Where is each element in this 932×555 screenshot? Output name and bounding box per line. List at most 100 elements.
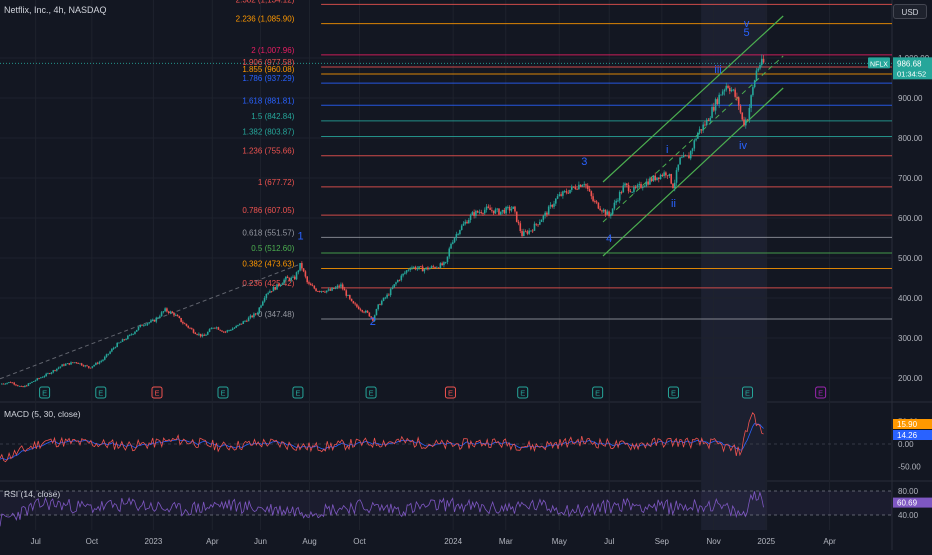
candle-body	[462, 223, 465, 226]
rsi-layer	[0, 490, 892, 527]
candle-body	[704, 124, 706, 126]
candle-body	[40, 377, 42, 379]
wave-label: ii	[671, 198, 676, 210]
candle-body	[379, 304, 381, 306]
rsi-label[interactable]: RSI (14, close)	[4, 489, 61, 499]
candle-body	[299, 263, 301, 271]
candle-body	[359, 309, 362, 311]
candle-body	[224, 331, 227, 333]
candle-body	[214, 327, 216, 329]
candle-body	[134, 331, 136, 334]
candle-body	[86, 365, 88, 367]
candle-body	[505, 207, 507, 214]
candle-body	[565, 191, 568, 193]
candle-body	[194, 332, 197, 335]
candle-body	[159, 316, 161, 318]
candle-body	[421, 266, 424, 272]
candle-body	[588, 188, 591, 192]
candle-body	[82, 365, 85, 367]
candle-body	[150, 320, 152, 323]
candle-body	[675, 170, 678, 183]
candle-body	[212, 327, 214, 329]
candle-body	[285, 276, 287, 280]
candle-body	[290, 277, 293, 281]
macd-label[interactable]: MACD (5, 30, close)	[4, 409, 81, 419]
candle-body	[592, 196, 594, 202]
candle-body	[22, 386, 24, 388]
fib-label: 0.618 (551.57)	[242, 228, 294, 237]
channel-upper-line	[602, 15, 784, 183]
earnings-marker[interactable]	[217, 386, 229, 399]
candle-body	[546, 212, 548, 215]
channel-mid-line	[602, 55, 784, 223]
wave-label: 2	[370, 316, 376, 328]
candle-body	[327, 289, 330, 291]
candle-body	[320, 290, 323, 292]
candle-body	[402, 273, 404, 276]
candle-body	[471, 212, 474, 216]
candle-body	[753, 80, 756, 88]
candle-body	[238, 323, 241, 325]
candle-body	[267, 292, 269, 294]
candle-body	[178, 316, 181, 318]
earnings-marker-label: E	[369, 389, 374, 398]
candle-body	[258, 307, 261, 314]
candle-body	[668, 173, 671, 177]
y-tick-label: 800.00	[898, 134, 923, 143]
y-tick-label: 600.00	[898, 214, 923, 223]
earnings-marker[interactable]	[39, 386, 51, 399]
candle-body	[539, 222, 541, 225]
axes-layer: Jul Oct 2023 Apr Jun Aug Oct 2024 Mar May Jul Sep No…	[0, 54, 932, 546]
earnings-marker[interactable]	[95, 386, 107, 399]
earnings-marker[interactable]	[365, 386, 377, 399]
earnings-marker[interactable]	[592, 386, 604, 399]
candle-body	[105, 354, 108, 357]
candle-body	[530, 230, 532, 232]
earnings-marker[interactable]	[517, 386, 529, 399]
candle-body	[98, 361, 101, 364]
candle-body	[622, 185, 625, 193]
candle-body	[746, 119, 749, 121]
fib-label: 2.236 (1,085.90)	[236, 15, 295, 24]
fib-label: 0.786 (607.05)	[242, 206, 294, 215]
candle-body	[187, 325, 190, 328]
earnings-marker-label: E	[818, 389, 823, 398]
candle-body	[199, 333, 202, 337]
candle-body	[357, 306, 360, 310]
earnings-marker[interactable]	[151, 386, 163, 399]
candle-body	[688, 155, 690, 159]
earnings-marker[interactable]	[444, 386, 456, 399]
candle-body	[633, 187, 635, 192]
candle-body	[190, 328, 193, 330]
candle-body	[103, 356, 106, 360]
candle-body	[498, 208, 500, 215]
earnings-marker[interactable]	[741, 386, 753, 399]
candle-body	[265, 293, 268, 298]
candle-body	[393, 284, 396, 288]
candle-body	[686, 155, 688, 157]
candle-body	[180, 317, 182, 322]
fib-layer: 2.382 (1,134.12) 2.236 (1,085.90) 2 (1,007…	[236, 0, 892, 320]
candle-body	[386, 294, 388, 298]
candle-body	[148, 322, 150, 324]
candle-body	[228, 330, 230, 331]
candle-body	[457, 234, 459, 235]
currency-button[interactable]: USD	[893, 4, 927, 19]
earnings-marker-label: E	[42, 389, 47, 398]
candle-body	[208, 329, 211, 332]
candle-body	[251, 315, 253, 318]
earnings-marker[interactable]	[292, 386, 304, 399]
candle-body	[15, 384, 17, 386]
macd-value-tag-bg	[893, 430, 932, 440]
candle-body	[638, 183, 641, 186]
wave-label: v	[744, 18, 750, 30]
candle-body	[334, 287, 337, 289]
candle-body	[13, 382, 16, 385]
earnings-marker[interactable]	[667, 386, 679, 399]
earnings-marker[interactable]	[815, 386, 827, 399]
candle-body	[153, 319, 156, 322]
candle-body	[364, 310, 367, 313]
